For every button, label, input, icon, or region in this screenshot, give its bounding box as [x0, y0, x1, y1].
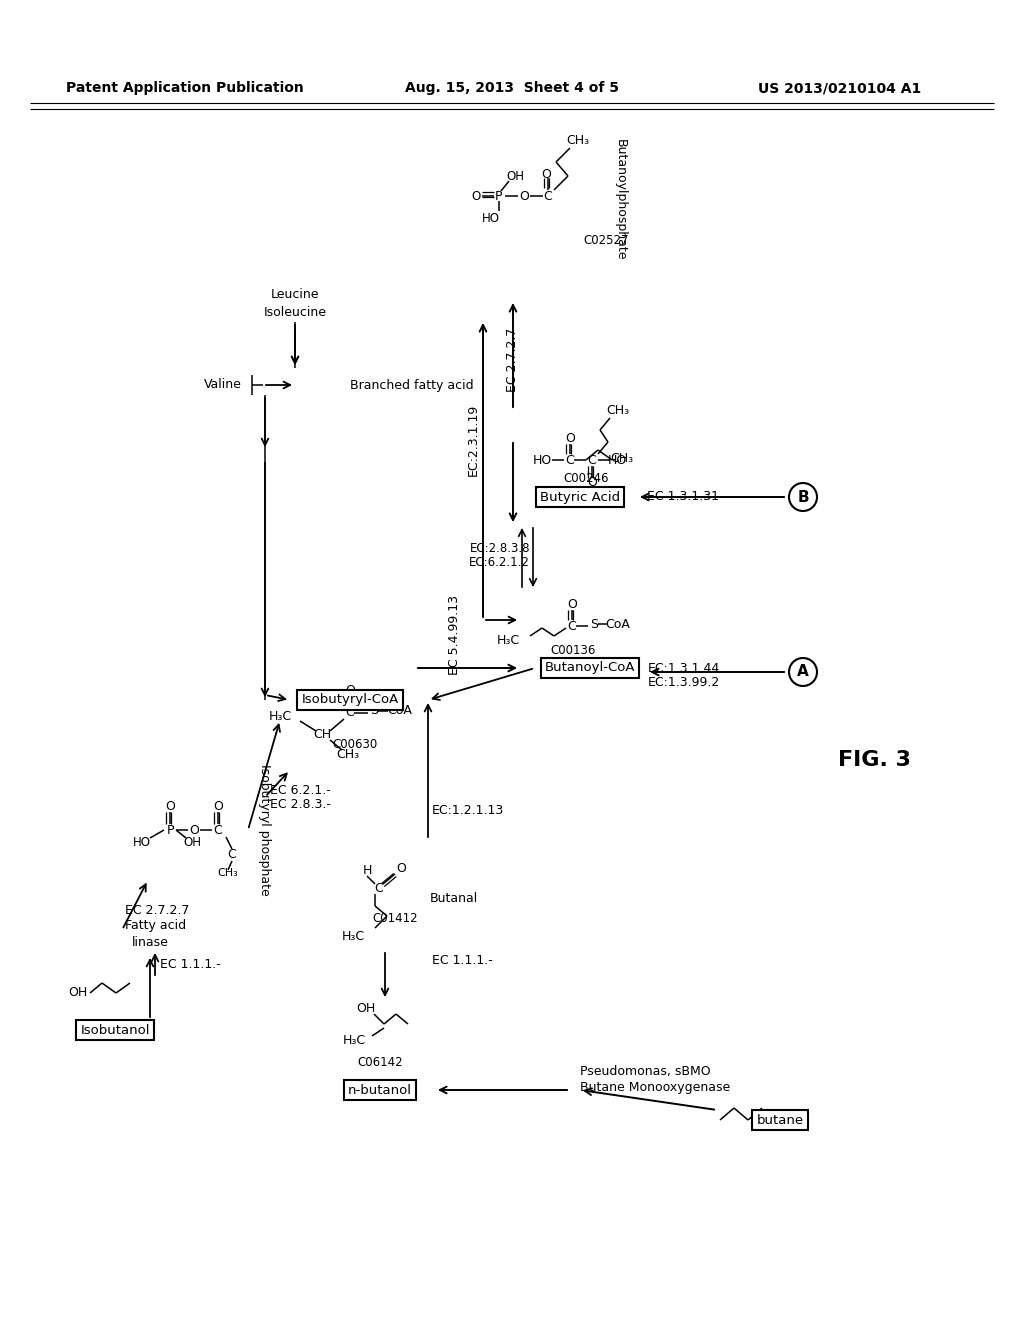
Text: Fatty acid: Fatty acid — [125, 920, 186, 932]
Text: O: O — [541, 168, 551, 181]
Text: Isobutanol: Isobutanol — [80, 1023, 150, 1036]
Text: O: O — [396, 862, 406, 874]
Text: EC 1.1.1.-: EC 1.1.1.- — [432, 953, 493, 966]
Text: H₃C: H₃C — [342, 929, 365, 942]
Text: H₃C: H₃C — [343, 1034, 366, 1047]
Text: Pseudomonas, sBMO: Pseudomonas, sBMO — [580, 1065, 711, 1078]
Text: Butanoylphosphate: Butanoylphosphate — [613, 139, 627, 261]
Text: EC:1.2.1.13: EC:1.2.1.13 — [432, 804, 504, 817]
Text: H₃C: H₃C — [269, 710, 292, 723]
Text: A: A — [797, 664, 809, 680]
Text: Valine: Valine — [204, 379, 242, 392]
Text: B: B — [798, 490, 809, 504]
Text: OH: OH — [356, 1002, 376, 1015]
Text: C00136: C00136 — [550, 644, 596, 656]
Text: Isoleucine: Isoleucine — [263, 305, 327, 318]
Text: OH: OH — [69, 986, 88, 999]
Text: OH: OH — [506, 169, 524, 182]
Text: Butane Monooxygenase: Butane Monooxygenase — [580, 1081, 730, 1094]
Text: HO: HO — [482, 211, 500, 224]
Text: Leucine: Leucine — [270, 289, 319, 301]
Text: P: P — [166, 824, 174, 837]
Text: C: C — [544, 190, 552, 202]
Text: H₃C: H₃C — [497, 634, 520, 647]
Text: C00246: C00246 — [563, 471, 608, 484]
Text: C06142: C06142 — [357, 1056, 402, 1068]
Text: CH₃: CH₃ — [606, 404, 630, 417]
Text: C00630: C00630 — [333, 738, 378, 751]
Text: O: O — [471, 190, 480, 202]
Text: H: H — [362, 863, 372, 876]
Text: CH₃: CH₃ — [337, 748, 359, 762]
Text: Butanoyl-CoA: Butanoyl-CoA — [545, 661, 635, 675]
Text: EC 6.2.1.-: EC 6.2.1.- — [270, 784, 331, 796]
Text: S: S — [370, 705, 378, 718]
Text: CH: CH — [313, 729, 331, 742]
Text: HO: HO — [607, 454, 627, 466]
Text: O: O — [567, 598, 577, 611]
Text: EC:1.3.99.2: EC:1.3.99.2 — [648, 676, 720, 689]
Text: EC 2.8.3.-: EC 2.8.3.- — [270, 799, 331, 812]
Text: Butyric Acid: Butyric Acid — [540, 491, 621, 503]
Text: CH₃: CH₃ — [218, 869, 239, 878]
Text: O: O — [213, 800, 223, 813]
Text: EC:2.3.1.19: EC:2.3.1.19 — [467, 404, 479, 477]
Text: HO: HO — [532, 454, 552, 466]
Text: C02527: C02527 — [583, 234, 629, 247]
Text: n-butanol: n-butanol — [348, 1084, 412, 1097]
Text: O: O — [587, 477, 597, 490]
Text: FIG. 3: FIG. 3 — [839, 750, 911, 770]
Text: C: C — [565, 454, 574, 466]
Text: O: O — [165, 800, 175, 813]
Text: EC:2.8.3.8: EC:2.8.3.8 — [469, 541, 530, 554]
Text: O: O — [189, 824, 199, 837]
Text: C: C — [588, 454, 596, 466]
Text: butane: butane — [757, 1114, 804, 1126]
Text: O: O — [565, 433, 574, 446]
Text: linase: linase — [132, 936, 169, 949]
Text: EC 2.7.2.7: EC 2.7.2.7 — [125, 903, 189, 916]
Text: CoA: CoA — [605, 618, 631, 631]
Text: S: S — [590, 618, 598, 631]
Text: C: C — [567, 619, 577, 632]
Text: C: C — [214, 824, 222, 837]
Text: O: O — [519, 190, 529, 202]
Text: Branched fatty acid: Branched fatty acid — [350, 379, 474, 392]
Text: C: C — [375, 882, 383, 895]
Text: EC 2.7.2.7: EC 2.7.2.7 — [507, 327, 519, 392]
Text: OH: OH — [183, 836, 201, 849]
Text: C: C — [346, 706, 354, 719]
Text: Butanal: Butanal — [430, 891, 478, 904]
Text: EC:6.2.1.2: EC:6.2.1.2 — [469, 557, 530, 569]
Text: O: O — [345, 684, 355, 697]
Text: EC 1.3.1.31: EC 1.3.1.31 — [647, 491, 719, 503]
Text: EC 5.4.99.13: EC 5.4.99.13 — [449, 595, 462, 675]
Text: C: C — [227, 849, 237, 862]
Text: Patent Application Publication: Patent Application Publication — [67, 81, 304, 95]
Text: Aug. 15, 2013  Sheet 4 of 5: Aug. 15, 2013 Sheet 4 of 5 — [406, 81, 618, 95]
Text: EC:1.3.1.44: EC:1.3.1.44 — [648, 661, 720, 675]
Text: US 2013/0210104 A1: US 2013/0210104 A1 — [759, 81, 922, 95]
Text: CoA: CoA — [387, 705, 413, 718]
Text: CH₃: CH₃ — [566, 133, 590, 147]
Text: Isobutyryl phosphate: Isobutyryl phosphate — [258, 764, 271, 896]
Text: Isobutyryl-CoA: Isobutyryl-CoA — [301, 693, 398, 706]
Text: HO: HO — [133, 836, 151, 849]
Text: EC 1.1.1.-: EC 1.1.1.- — [160, 958, 221, 972]
Text: CH₃: CH₃ — [610, 451, 634, 465]
Text: C01412: C01412 — [372, 912, 418, 924]
Text: P: P — [496, 190, 503, 202]
